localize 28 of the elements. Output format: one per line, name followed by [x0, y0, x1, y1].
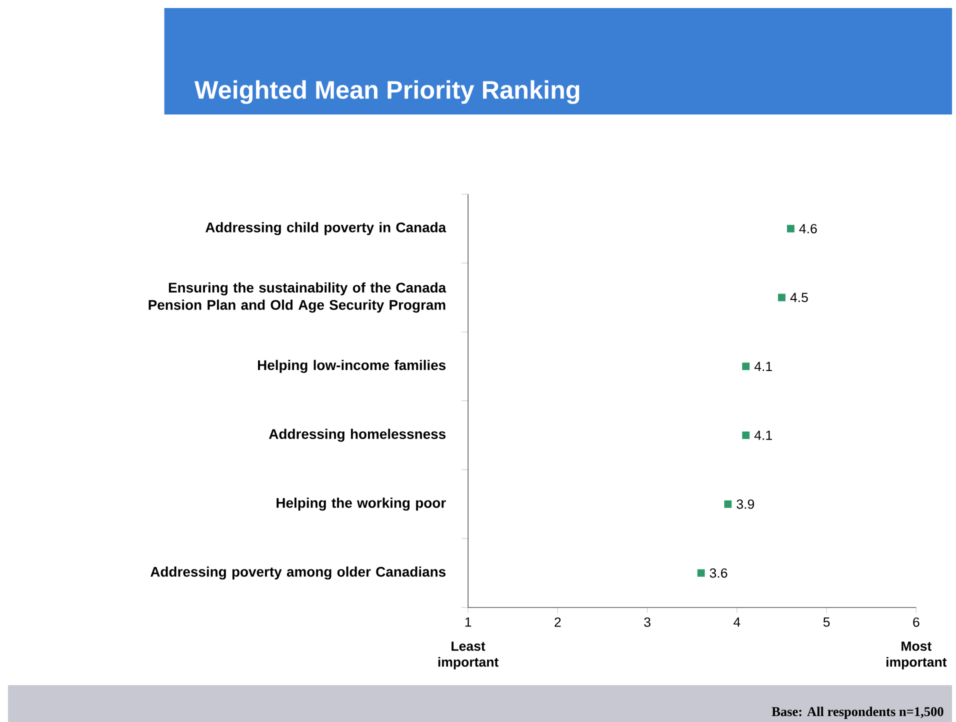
text: Most important — [886, 642, 947, 670]
x-tick-label: 3 — [644, 617, 650, 627]
data-label: 4.1 — [754, 430, 772, 440]
data-label: 4.5 — [790, 292, 808, 302]
data-label: 4.1 — [754, 362, 772, 371]
x-tick-label: 4 — [734, 617, 740, 627]
x-tick-label: 5 — [823, 617, 830, 627]
point — [742, 432, 750, 439]
data-label: 3.6 — [710, 568, 728, 578]
data-label: 4.6 — [799, 224, 817, 234]
data-label: 3.9 — [736, 499, 754, 509]
chart-title: Weighted Mean Priority Ranking — [194, 80, 580, 104]
point — [742, 362, 750, 370]
y-tick-label: Addressing homelessness — [269, 428, 446, 442]
x-tick-label: 6 — [913, 617, 920, 627]
x-tick-label: 2 — [554, 617, 561, 627]
y-tick-label: Addressing child poverty in Canada — [206, 222, 446, 236]
y-tick-label: Addressing poverty among older Canadians — [150, 566, 446, 580]
point — [724, 500, 732, 508]
point — [786, 224, 794, 232]
y-tick-label: Ensuring the sustainability of the Canada Pension Plan and Old Age Security Program — [148, 282, 446, 313]
text: Least important — [438, 642, 499, 670]
point — [697, 569, 705, 577]
y-tick-label: Helping the working poor — [276, 498, 446, 511]
y-tick-label: Helping low-income families — [258, 360, 446, 373]
x-tick-label: 1 — [465, 617, 472, 627]
text: Base: All respondents n=1,500 — [772, 706, 944, 719]
point — [778, 294, 786, 302]
